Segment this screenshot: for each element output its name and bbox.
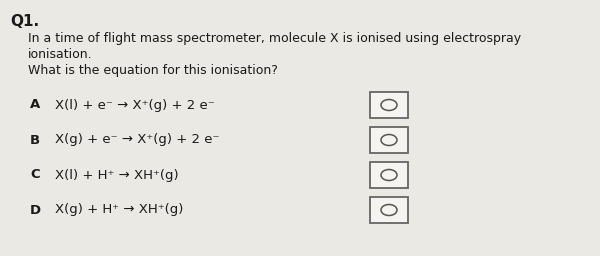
Text: Q1.: Q1.	[10, 14, 39, 29]
Ellipse shape	[381, 169, 397, 180]
Text: B: B	[30, 133, 40, 146]
Text: X(l) + e⁻ → X⁺(g) + 2 e⁻: X(l) + e⁻ → X⁺(g) + 2 e⁻	[55, 99, 215, 112]
Ellipse shape	[381, 100, 397, 111]
FancyBboxPatch shape	[370, 127, 408, 153]
Text: X(l) + H⁺ → XH⁺(g): X(l) + H⁺ → XH⁺(g)	[55, 168, 179, 182]
Text: ionisation.: ionisation.	[28, 48, 92, 61]
Text: A: A	[30, 99, 40, 112]
FancyBboxPatch shape	[370, 197, 408, 223]
Text: X(g) + e⁻ → X⁺(g) + 2 e⁻: X(g) + e⁻ → X⁺(g) + 2 e⁻	[55, 133, 220, 146]
Text: D: D	[30, 204, 41, 217]
Text: C: C	[30, 168, 40, 182]
Text: X(g) + H⁺ → XH⁺(g): X(g) + H⁺ → XH⁺(g)	[55, 204, 184, 217]
FancyBboxPatch shape	[370, 92, 408, 118]
Ellipse shape	[381, 134, 397, 145]
FancyBboxPatch shape	[370, 162, 408, 188]
Ellipse shape	[381, 205, 397, 216]
Text: In a time of flight mass spectrometer, molecule X is ionised using electrospray: In a time of flight mass spectrometer, m…	[28, 32, 521, 45]
Text: What is the equation for this ionisation?: What is the equation for this ionisation…	[28, 64, 278, 77]
